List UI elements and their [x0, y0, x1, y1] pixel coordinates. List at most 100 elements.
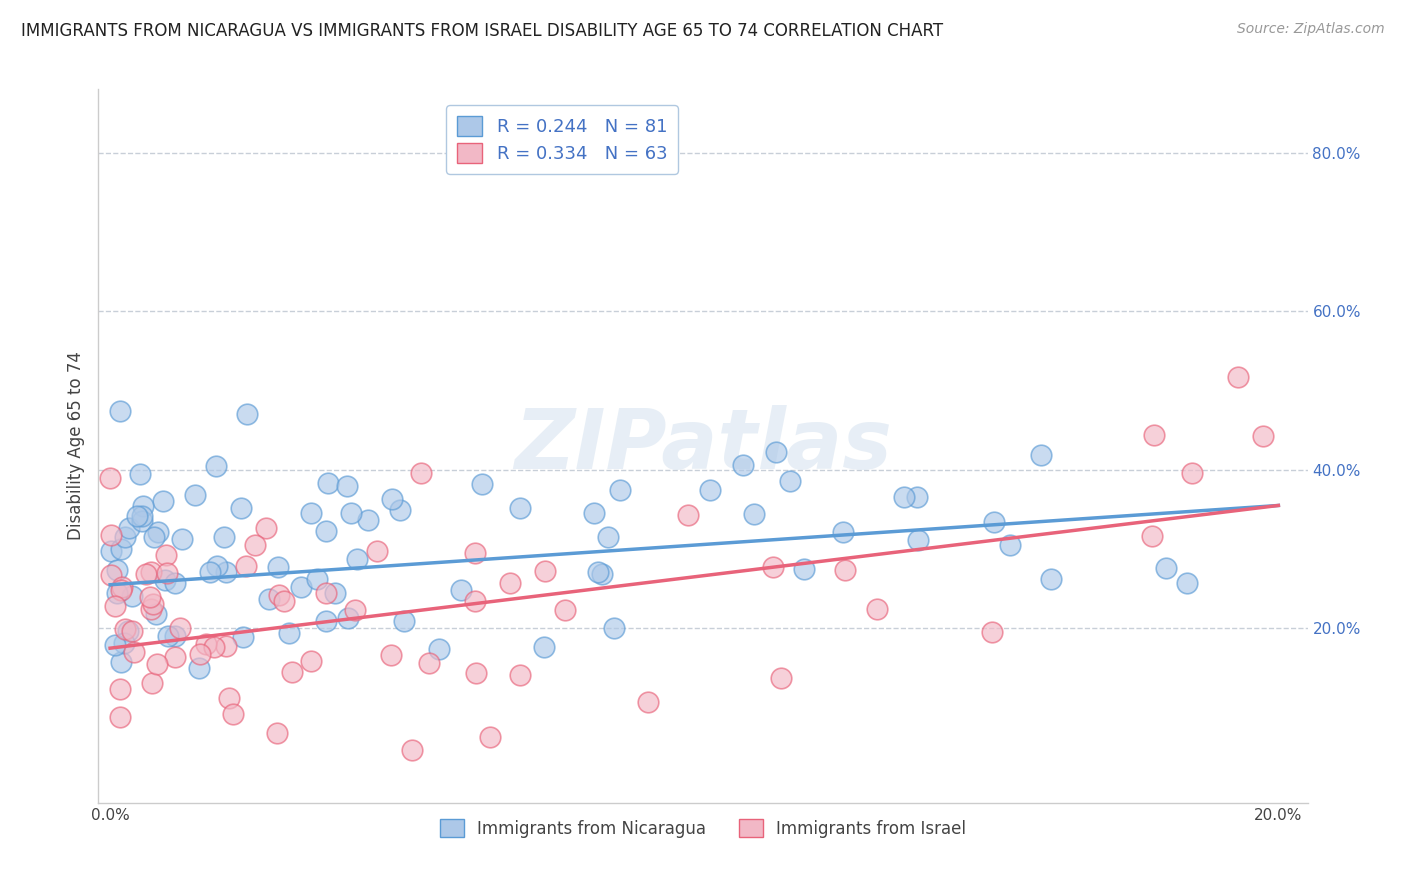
Point [127, 508, 149, 523]
Point [983, 515, 1005, 529]
Point [290, 580, 312, 594]
Point [1143, 427, 1166, 442]
Point [981, 625, 1004, 640]
Point [340, 506, 363, 520]
Point [129, 467, 152, 482]
Point [409, 466, 432, 480]
Point [834, 563, 856, 577]
Point [316, 476, 339, 491]
Point [146, 657, 169, 671]
Point [100, 543, 122, 558]
Point [299, 654, 322, 668]
Point [315, 524, 337, 538]
Point [245, 538, 267, 552]
Point [343, 602, 366, 616]
Point [427, 642, 450, 657]
Point [231, 501, 253, 516]
Point [509, 501, 531, 516]
Point [131, 509, 153, 524]
Point [1181, 466, 1204, 480]
Point [769, 671, 792, 685]
Point [598, 530, 620, 544]
Point [214, 530, 236, 544]
Point [163, 629, 186, 643]
Point [464, 545, 486, 559]
Point [163, 650, 186, 665]
Point [554, 603, 576, 617]
Point [1226, 370, 1249, 384]
Point [141, 676, 163, 690]
Point [131, 514, 153, 528]
Point [257, 591, 280, 606]
Point [215, 639, 238, 653]
Point [315, 585, 337, 599]
Point [155, 549, 177, 563]
Point [235, 558, 257, 573]
Text: Source: ZipAtlas.com: Source: ZipAtlas.com [1237, 22, 1385, 37]
Point [110, 580, 132, 594]
Point [222, 706, 245, 721]
Point [1175, 576, 1198, 591]
Point [156, 629, 179, 643]
Point [533, 640, 555, 654]
Text: IMMIGRANTS FROM NICARAGUA VS IMMIGRANTS FROM ISRAEL DISABILITY AGE 65 TO 74 CORR: IMMIGRANTS FROM NICARAGUA VS IMMIGRANTS … [21, 22, 943, 40]
Point [676, 508, 699, 522]
Point [299, 506, 322, 520]
Point [273, 593, 295, 607]
Point [603, 621, 626, 635]
Point [305, 572, 328, 586]
Point [266, 726, 288, 740]
Y-axis label: Disability Age 65 to 74: Disability Age 65 to 74 [66, 351, 84, 541]
Point [380, 648, 402, 663]
Point [269, 588, 291, 602]
Point [401, 743, 423, 757]
Point [138, 591, 160, 605]
Point [142, 597, 165, 611]
Point [148, 525, 170, 540]
Point [141, 566, 163, 580]
Point [156, 566, 179, 580]
Point [281, 665, 304, 679]
Point [110, 655, 132, 669]
Point [114, 530, 136, 544]
Point [699, 483, 721, 498]
Point [110, 582, 132, 597]
Point [122, 644, 145, 658]
Point [534, 564, 557, 578]
Point [188, 661, 211, 675]
Point [145, 607, 167, 622]
Point [731, 458, 754, 472]
Point [170, 532, 193, 546]
Point [392, 614, 415, 628]
Point [104, 638, 127, 652]
Point [865, 602, 887, 616]
Point [152, 493, 174, 508]
Point [110, 710, 132, 724]
Point [323, 585, 346, 599]
Point [278, 626, 301, 640]
Point [104, 599, 127, 613]
Point [336, 479, 359, 493]
Point [893, 490, 915, 504]
Point [357, 513, 380, 527]
Point [163, 575, 186, 590]
Point [108, 681, 131, 696]
Point [121, 624, 143, 639]
Point [131, 499, 153, 513]
Point [110, 541, 132, 556]
Point [637, 696, 659, 710]
Point [112, 635, 135, 649]
Point [142, 530, 165, 544]
Point [135, 566, 157, 581]
Point [381, 492, 404, 507]
Point [471, 477, 494, 491]
Point [464, 594, 486, 608]
Point [761, 560, 783, 574]
Point [905, 490, 928, 504]
Point [337, 610, 360, 624]
Point [509, 668, 531, 682]
Point [100, 528, 122, 542]
Point [214, 565, 236, 579]
Point [105, 586, 128, 600]
Point [1156, 561, 1178, 575]
